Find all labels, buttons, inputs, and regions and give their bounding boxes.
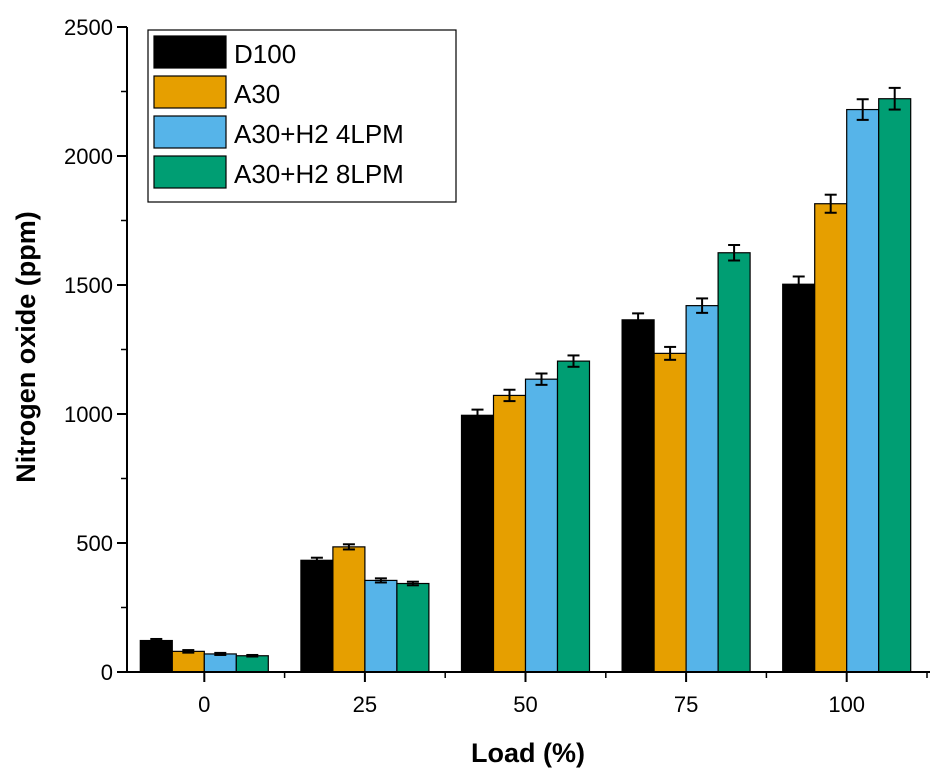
bar-a30-h2-8lpm-50 <box>556 360 591 673</box>
legend-swatch-a30 <box>153 75 227 109</box>
error-bar <box>856 98 869 121</box>
error-bar <box>696 297 709 314</box>
bars-layer <box>139 86 912 673</box>
error-bar <box>310 556 323 564</box>
bar-a30-h2-8lpm-100 <box>878 98 912 673</box>
bar-a30-h2-8lpm-25 <box>396 582 430 673</box>
bar-d100-25 <box>300 559 334 673</box>
y-tick-label: 2000 <box>64 144 113 169</box>
bar-a30-h2-4lpm-50 <box>524 378 559 673</box>
bar-a30-h2-4lpm-25 <box>364 579 398 673</box>
bar-d100-100 <box>782 283 816 673</box>
bar-a30-h2-4lpm-75 <box>685 305 719 673</box>
legend: D100 A30 A30+H2 4LPM A30+H2 8LPM <box>147 29 457 203</box>
bar-a30-0 <box>171 650 205 673</box>
error-bar <box>182 649 195 654</box>
error-bar <box>150 637 163 644</box>
error-bar <box>342 543 355 551</box>
bar-d100-75 <box>621 319 655 673</box>
x-tick-label: 100 <box>828 692 865 717</box>
bar-a30-75 <box>653 352 687 673</box>
error-bar <box>567 354 580 368</box>
y-tick-label: 500 <box>76 531 113 556</box>
y-tick-label: 2500 <box>64 15 113 40</box>
error-bar <box>246 653 259 658</box>
error-bar <box>471 408 484 422</box>
y-tick-label: 1000 <box>64 402 113 427</box>
legend-label: A30+H2 8LPM <box>234 159 404 189</box>
error-bar <box>406 580 419 587</box>
legend-swatch-a30-h2-4lpm <box>153 115 227 149</box>
bar-a30-100 <box>814 203 848 673</box>
error-bar <box>792 275 805 293</box>
error-bar <box>824 193 837 214</box>
x-tick-label: 0 <box>198 692 210 717</box>
error-bar <box>503 388 516 403</box>
legend-label: D100 <box>234 39 296 69</box>
legend-swatch-d100 <box>153 35 227 69</box>
error-bar <box>888 86 901 111</box>
legend-label: A30+H2 4LPM <box>234 119 404 149</box>
x-tick-label: 50 <box>513 692 537 717</box>
bar-a30-h2-4lpm-0 <box>203 653 237 673</box>
bar-a30-25 <box>332 546 366 673</box>
error-bar <box>632 312 645 328</box>
error-bar <box>374 577 387 584</box>
bar-a30-50 <box>492 394 527 673</box>
legend-swatch-a30-h2-8lpm <box>153 155 227 189</box>
error-bar <box>664 345 677 361</box>
error-bar <box>535 372 548 386</box>
y-tick-label: 0 <box>101 660 113 685</box>
bar-a30-h2-8lpm-0 <box>235 655 269 673</box>
x-axis-title: Load (%) <box>471 738 585 768</box>
x-tick-label: 25 <box>353 692 377 717</box>
bar-a30-h2-8lpm-75 <box>717 252 751 673</box>
bar-d100-0 <box>139 639 173 673</box>
legend-label: A30 <box>234 79 280 109</box>
bar-a30-h2-4lpm-100 <box>846 108 880 673</box>
x-tick-label: 75 <box>674 692 698 717</box>
y-axis-title: Nitrogen oxide (ppm) <box>11 211 41 483</box>
bar-d100-50 <box>460 414 495 673</box>
error-bar <box>728 244 741 262</box>
y-tick-label: 1500 <box>64 273 113 298</box>
error-bar <box>214 651 227 656</box>
